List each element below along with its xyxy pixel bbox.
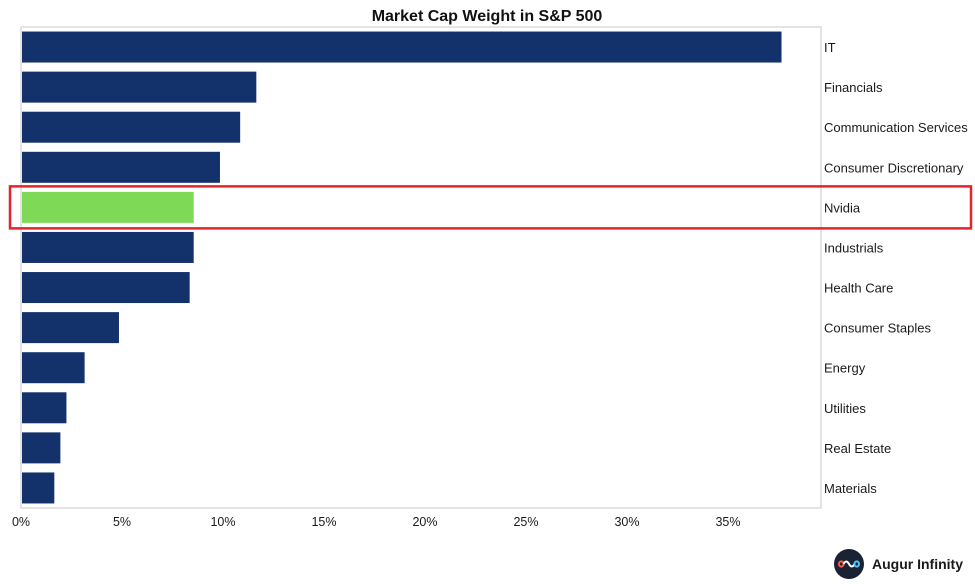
x-tick-label: 20% [412,515,437,529]
category-label-consumer-discretionary: Consumer Discretionary [824,160,964,175]
chart-title: Market Cap Weight in S&P 500 [372,8,603,25]
bar-consumer-staples [22,312,119,344]
bar-utilities [22,392,67,424]
brand-name: Augur Infinity [872,556,963,572]
category-label-communication-services: Communication Services [824,120,968,135]
highlight-layer [8,185,973,230]
category-label-health-care: Health Care [824,281,893,296]
category-label-utilities: Utilities [824,401,866,416]
bar-communication-services [22,111,241,143]
category-label-consumer-staples: Consumer Staples [824,321,931,336]
category-label-it: IT [824,40,836,55]
bar-materials [22,472,55,504]
bar-real-estate [22,432,61,464]
x-tick-label: 30% [614,515,639,529]
x-tick-label: 15% [311,515,336,529]
x-tick-label: 0% [12,515,30,529]
category-label-real-estate: Real Estate [824,441,891,456]
bar-industrials [22,231,194,263]
x-tick-label: 5% [113,515,131,529]
bar-nvidia [22,191,194,223]
x-axis-ticks: 0% 5% 10% 15% 20% 25% 30% 35% [12,515,741,529]
category-label-financials: Financials [824,80,883,95]
category-label-industrials: Industrials [824,240,884,255]
bar-it [22,31,782,63]
plot-frame [20,26,822,509]
bars-layer [22,31,782,504]
x-tick-label: 35% [715,515,740,529]
brand-logo-group: Augur Infinity [834,548,963,580]
bar-energy [22,352,85,384]
category-label-materials: Materials [824,481,877,496]
category-labels: IT Financials Communication Services Consum… [824,40,968,496]
category-label-energy: Energy [824,361,866,376]
infinity-icon [834,549,864,579]
bar-consumer-discretionary [22,151,220,183]
x-tick-label: 25% [513,515,538,529]
bar-health-care [22,272,190,304]
category-label-nvidia: Nvidia [824,200,861,215]
bar-financials [22,71,257,103]
highlight-box-nvidia [8,185,973,230]
x-tick-label: 10% [210,515,235,529]
